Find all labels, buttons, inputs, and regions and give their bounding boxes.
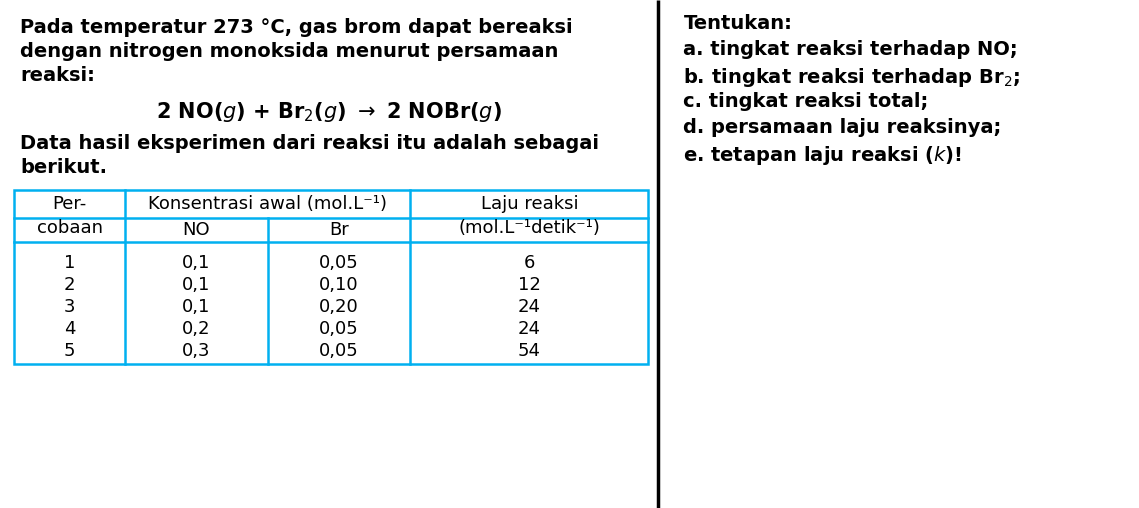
Text: 24: 24: [518, 321, 541, 338]
Text: d. persamaan laju reaksinya;: d. persamaan laju reaksinya;: [683, 118, 1001, 137]
Text: Laju reaksi
(mol.L⁻¹detik⁻¹): Laju reaksi (mol.L⁻¹detik⁻¹): [459, 195, 600, 237]
Text: e. tetapan laju reaksi ($k$)!: e. tetapan laju reaksi ($k$)!: [683, 144, 962, 167]
Text: 0,1: 0,1: [182, 276, 211, 295]
Text: 0,3: 0,3: [182, 342, 211, 360]
Text: Konsentrasi awal (mol.L⁻¹): Konsentrasi awal (mol.L⁻¹): [148, 195, 387, 213]
Text: Br: Br: [329, 221, 349, 239]
Text: 0,05: 0,05: [319, 255, 359, 272]
Text: 0,1: 0,1: [182, 255, 211, 272]
Text: NO: NO: [182, 221, 211, 239]
Text: Pada temperatur 273 °C, gas brom dapat bereaksi: Pada temperatur 273 °C, gas brom dapat b…: [21, 18, 573, 37]
Text: 0,10: 0,10: [319, 276, 359, 295]
Text: 12: 12: [518, 276, 541, 295]
Text: 4: 4: [64, 321, 75, 338]
Text: 6: 6: [524, 255, 535, 272]
Text: 24: 24: [518, 298, 541, 316]
Text: 2: 2: [64, 276, 75, 295]
Text: 1: 1: [64, 255, 75, 272]
Text: b. tingkat reaksi terhadap Br$_2$;: b. tingkat reaksi terhadap Br$_2$;: [683, 66, 1021, 89]
Text: 0,05: 0,05: [319, 321, 359, 338]
Bar: [14, 190, 648, 364]
Text: a. tingkat reaksi terhadap NO;: a. tingkat reaksi terhadap NO;: [683, 40, 1018, 59]
Text: Data hasil eksperimen dari reaksi itu adalah sebagai: Data hasil eksperimen dari reaksi itu ad…: [21, 134, 599, 153]
Text: c. tingkat reaksi total;: c. tingkat reaksi total;: [683, 92, 928, 111]
Text: 3: 3: [64, 298, 75, 316]
Text: 0,05: 0,05: [319, 342, 359, 360]
Text: Per-
cobaan: Per- cobaan: [36, 195, 103, 237]
Text: 0,1: 0,1: [182, 298, 211, 316]
Text: Tentukan:: Tentukan:: [683, 14, 793, 33]
Text: 0,20: 0,20: [319, 298, 359, 316]
Text: berikut.: berikut.: [21, 158, 107, 177]
Text: 0,2: 0,2: [182, 321, 211, 338]
Text: 54: 54: [518, 342, 541, 360]
Text: 5: 5: [64, 342, 75, 360]
Text: dengan nitrogen monoksida menurut persamaan: dengan nitrogen monoksida menurut persam…: [21, 42, 558, 61]
Text: 2 NO($g$) + Br$_2$($g$) $\rightarrow$ 2 NOBr($g$): 2 NO($g$) + Br$_2$($g$) $\rightarrow$ 2 …: [156, 100, 502, 124]
Text: reaksi:: reaksi:: [21, 66, 95, 85]
